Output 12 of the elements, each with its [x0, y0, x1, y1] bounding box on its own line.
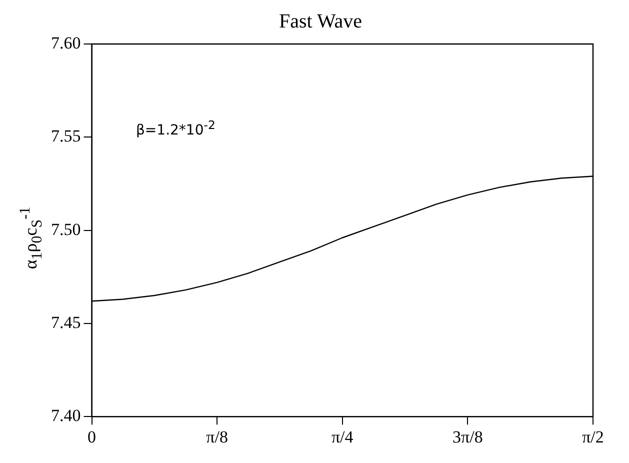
x-tick-label: π/4	[331, 427, 354, 446]
x-tick-label: π/8	[206, 427, 228, 446]
y-tick-label: 7.55	[51, 126, 81, 146]
x-tick-label: 0	[88, 427, 96, 446]
y-tick-label: 7.60	[51, 33, 81, 52]
x-tick-label: π/2	[582, 427, 604, 446]
annotation: β=1.2*10$^{-2}$	[136, 118, 216, 139]
x-tick-label: 3π/8	[452, 427, 483, 446]
y-tick-label: 7.50	[51, 220, 81, 239]
y-tick-label: 7.45	[51, 312, 81, 332]
y-tick-label: 7.40	[51, 406, 81, 426]
chart-title: Fast Wave	[278, 10, 362, 32]
